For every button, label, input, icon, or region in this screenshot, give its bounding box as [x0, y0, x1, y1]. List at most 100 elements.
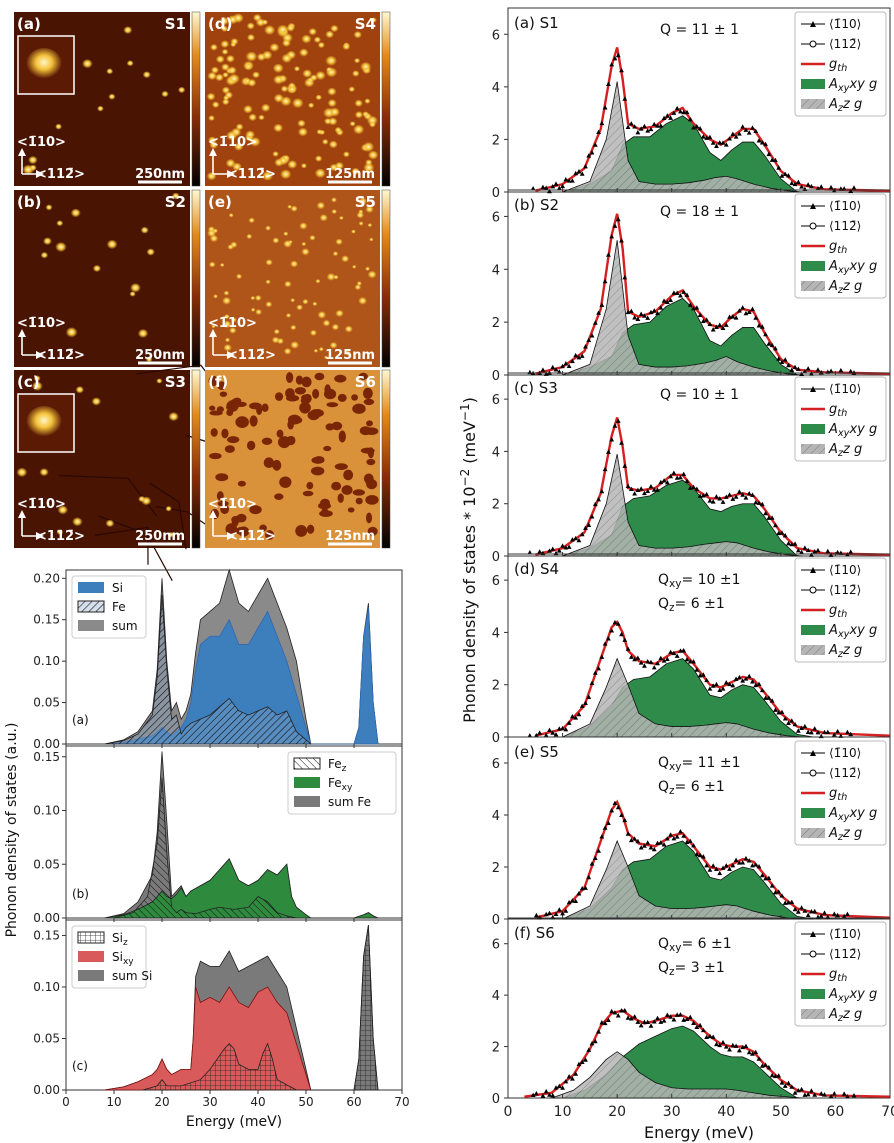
- data-point-triangle: [714, 866, 719, 872]
- afm-island: [280, 169, 292, 180]
- afm-island: [108, 93, 116, 101]
- q-xy-factor: Qxy= 6 ±1: [658, 936, 732, 954]
- data-point-triangle: [759, 140, 765, 145]
- subpanel-tag: (a) S1: [514, 14, 559, 32]
- data-point-triangle: [845, 729, 850, 735]
- data-point-triangle: [700, 672, 706, 677]
- data-point-triangle: [678, 829, 683, 834]
- data-point-triangle: [743, 1043, 749, 1048]
- data-point-triangle: [700, 854, 706, 859]
- afm-island: [106, 68, 114, 75]
- az-area: [562, 657, 803, 738]
- data-point-triangle: [681, 471, 687, 477]
- data-point-triangle: [736, 308, 742, 313]
- data-point-triangle: [684, 656, 690, 662]
- q-factor: Q = 18 ± 1: [660, 204, 739, 220]
- direction-label-2: <112̄>: [227, 348, 276, 363]
- data-point-triangle: [586, 1047, 592, 1052]
- data-point-triangle: [723, 494, 729, 499]
- afm-island: [363, 163, 375, 174]
- data-point-triangle: [655, 310, 660, 316]
- data-point-triangle: [602, 278, 608, 284]
- afm-island: [351, 167, 360, 176]
- data-point-triangle: [550, 546, 556, 551]
- data-point-triangle: [645, 840, 651, 845]
- afm-island: [282, 155, 290, 162]
- data-point-triangle: [586, 337, 592, 342]
- data-point-triangle: [569, 178, 575, 183]
- data-point-triangle: [789, 718, 795, 723]
- data-point-triangle: [795, 179, 801, 184]
- data-point-triangle: [779, 530, 785, 535]
- data-point-triangle: [566, 363, 572, 369]
- afm-island: [369, 237, 374, 242]
- afm-island: [324, 355, 329, 360]
- afm-island: [301, 242, 307, 247]
- data-point-triangle: [661, 1018, 667, 1023]
- afm-island: [265, 259, 273, 266]
- data-point-triangle: [674, 105, 680, 111]
- data-point-triangle: [848, 368, 854, 374]
- legend-label: Azz g: [828, 442, 862, 459]
- legend-triangle-marker: [810, 567, 816, 573]
- x-tick-label: 50: [298, 1095, 313, 1109]
- x-tick-label: 70: [881, 1104, 894, 1120]
- data-point-triangle: [831, 911, 837, 916]
- data-point-triangle: [573, 898, 579, 904]
- y-tick-label: 4: [492, 809, 500, 824]
- afm-background: [205, 190, 380, 367]
- label-part: (meV: [460, 421, 479, 469]
- data-point-triangle: [576, 711, 582, 717]
- data-point-triangle: [553, 367, 559, 372]
- label-part: ): [460, 397, 479, 403]
- data-point-triangle: [687, 302, 693, 307]
- data-point-triangle: [569, 537, 575, 542]
- afm-pore: [351, 394, 359, 401]
- afm-pore: [324, 384, 331, 396]
- data-point-triangle: [822, 729, 827, 735]
- afm-pore: [331, 421, 343, 431]
- data-point-triangle: [704, 677, 710, 683]
- data-point-triangle: [560, 725, 565, 731]
- afm-island: [219, 263, 225, 268]
- afm-island: [315, 279, 321, 284]
- afm-pore: [221, 428, 229, 439]
- afm-island: [316, 202, 326, 210]
- afm-pore: [267, 460, 278, 468]
- afm-pore: [232, 397, 242, 405]
- data-point-triangle: [664, 656, 670, 662]
- label-part: th: [837, 973, 847, 984]
- direction-label-2: <112̄>: [227, 167, 276, 182]
- data-point-triangle: [697, 312, 703, 317]
- afm-island: [353, 31, 362, 39]
- afm-pore: [249, 402, 262, 410]
- az-area: [562, 839, 803, 920]
- az-area: [551, 1051, 803, 1099]
- afm-island: [146, 248, 155, 257]
- legend-label: Axyxy g: [828, 77, 877, 94]
- legend-az-swatch: [801, 99, 825, 109]
- data-point-triangle: [658, 479, 664, 485]
- legend-label: gth: [829, 239, 847, 256]
- data-point-triangle: [651, 1019, 657, 1024]
- legend-label: ⟨1̄10⟩: [829, 17, 861, 31]
- legend-label: Azz g: [828, 1007, 862, 1024]
- afm-island: [272, 63, 284, 74]
- data-point-triangle: [756, 500, 762, 505]
- data-point-triangle: [782, 900, 788, 905]
- y-tick-label: 4: [492, 263, 500, 278]
- data-point-triangle: [684, 478, 690, 483]
- legend-label: Fez: [328, 757, 347, 774]
- data-point-triangle: [714, 681, 719, 687]
- subpanel-tag: (a): [72, 713, 89, 727]
- data-point-triangle: [681, 289, 687, 294]
- data-point-triangle: [655, 487, 660, 492]
- afm-island: [273, 75, 284, 85]
- data-point-triangle: [805, 912, 811, 918]
- data-point-triangle: [648, 659, 654, 665]
- afm-pore: [301, 376, 312, 388]
- direction-arrowhead: [18, 510, 26, 518]
- afm-island: [33, 375, 41, 382]
- data-point-triangle: [792, 906, 798, 912]
